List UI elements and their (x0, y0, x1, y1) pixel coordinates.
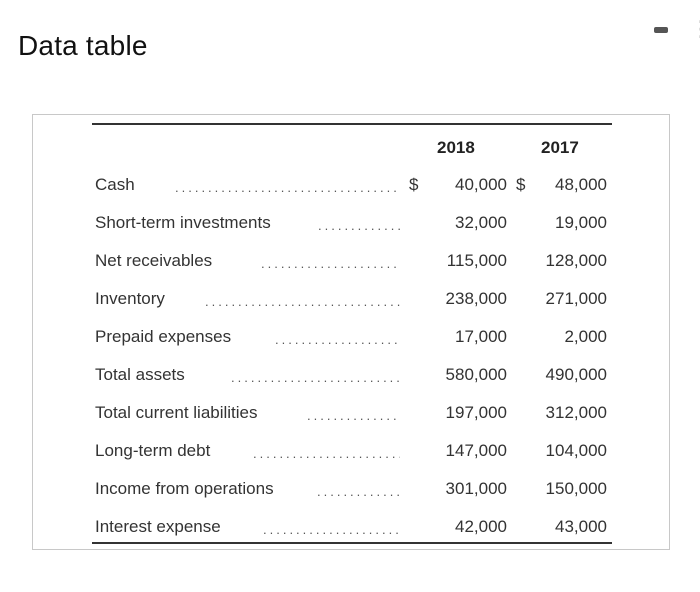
value-2018: 17,000 (455, 327, 507, 346)
value-2018: 147,000 (445, 441, 507, 460)
dot-leader: ...................... (261, 256, 400, 271)
value-2017: 128,000 (545, 251, 607, 270)
row-label: Cash (95, 175, 135, 195)
row-label: Long-term debt (95, 441, 211, 461)
row-label: Net receivables (95, 251, 213, 271)
table-row: Income from operations ............. 301… (95, 479, 610, 503)
dot-leader: ...................... (263, 522, 400, 537)
value-2017: 150,000 (545, 479, 607, 498)
dot-leader: ............... (307, 408, 400, 423)
row-label: Total assets (95, 365, 185, 385)
table-row: Long-term debt ....................... 1… (95, 441, 610, 465)
table-row: Inventory ..............................… (95, 289, 610, 313)
value-2017: 19,000 (555, 213, 607, 232)
value-2018: 580,000 (445, 365, 507, 384)
row-label: Short-term investments (95, 213, 271, 233)
value-2017: 2,000 (564, 327, 607, 346)
value-2018: 238,000 (445, 289, 507, 308)
value-2017: 104,000 (545, 441, 607, 460)
value-2018: 40,000 (455, 175, 507, 194)
edge-glyph-icon: ⋮ (690, 16, 700, 42)
table-row: Total current liabilities ..............… (95, 403, 610, 427)
dot-leader: ........................... (231, 370, 400, 385)
value-2017: 312,000 (545, 403, 607, 422)
value-2017: 490,000 (545, 365, 607, 384)
table-row: Short-term investments .............. 32… (95, 213, 610, 237)
table-row: Cash ...................................… (95, 175, 610, 199)
row-label: Total current liabilities (95, 403, 258, 423)
dot-leader: ............. (317, 484, 400, 499)
dot-leader: ................................ (205, 294, 400, 309)
currency-symbol: $ (409, 175, 419, 194)
row-label: Inventory (95, 289, 165, 309)
column-header-2018: 2018 (437, 138, 475, 157)
row-label: Income from operations (95, 479, 274, 499)
dot-leader: ....................... (253, 446, 400, 461)
dot-leader: .............. (318, 218, 400, 233)
table-row: Interest expense ...................... … (95, 517, 610, 541)
table-top-rule (92, 123, 612, 125)
value-2018: 197,000 (445, 403, 507, 422)
table-bottom-rule (92, 542, 612, 544)
value-2018: 301,000 (445, 479, 507, 498)
value-2018: 32,000 (455, 213, 507, 232)
dot-leader: .................... (275, 332, 400, 347)
value-2017: 271,000 (545, 289, 607, 308)
page-title: Data table (18, 30, 148, 61)
value-2018: 115,000 (446, 251, 507, 270)
row-label: Interest expense (95, 517, 221, 537)
column-header-2017: 2017 (541, 138, 579, 157)
value-2017: 43,000 (555, 517, 607, 536)
table-row: Total assets ...........................… (95, 365, 610, 389)
minimize-icon[interactable] (654, 27, 668, 33)
value-2017: 48,000 (555, 175, 607, 194)
table-row: Net receivables ...................... 1… (95, 251, 610, 275)
value-2018: 42,000 (455, 517, 507, 536)
row-label: Prepaid expenses (95, 327, 232, 347)
table-row: Prepaid expenses .................... 17… (95, 327, 610, 351)
currency-symbol: $ (516, 175, 526, 194)
dot-leader: .................................... (175, 180, 400, 195)
